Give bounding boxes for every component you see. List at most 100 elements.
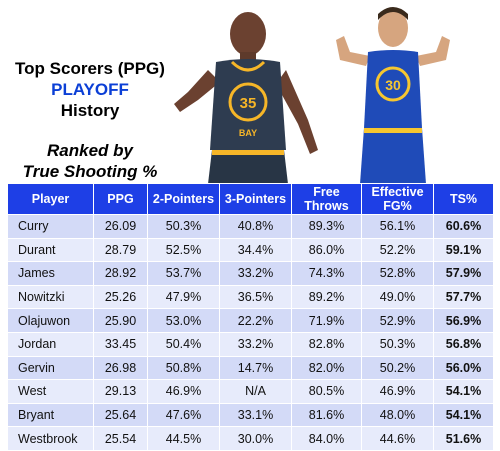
cell-2-pointers: 50.4% [147, 331, 220, 357]
cell-3-pointers: 30.0% [219, 426, 292, 451]
subtitle-line-1: Ranked by [47, 141, 133, 160]
cell-effective-fg: 48.0% [361, 402, 434, 428]
cell-ts: 51.6% [433, 426, 494, 451]
cell-ts: 56.0% [433, 355, 494, 381]
header-ppg[interactable]: PPG [93, 183, 148, 215]
cell-free-throws: 82.8% [291, 331, 362, 357]
header-2-pointers[interactable]: 2-Pointers [147, 183, 220, 215]
cell-free-throws: 89.3% [291, 214, 362, 239]
cell-free-throws: 74.3% [291, 261, 362, 286]
header-free-throws[interactable]: Free Throws [291, 183, 362, 215]
cell-2-pointers: 47.6% [147, 402, 220, 428]
cell-3-pointers: N/A [219, 379, 292, 404]
cell-2-pointers: 50.3% [147, 214, 220, 239]
header-3-pointers[interactable]: 3-Pointers [219, 183, 292, 215]
table-row: Gervin 26.98 50.8% 14.7% 82.0% 50.2% 56.… [7, 355, 494, 381]
cell-ppg: 25.26 [93, 284, 148, 310]
cell-ppg: 25.64 [93, 402, 148, 428]
cell-effective-fg: 49.0% [361, 284, 434, 310]
stats-table: Player PPG 2-Pointers 3-Pointers Free Th… [7, 183, 494, 451]
cell-free-throws: 89.2% [291, 284, 362, 310]
cell-2-pointers: 52.5% [147, 237, 220, 263]
subtitle-line-2: True Shooting % [22, 162, 158, 181]
table-row: Curry 26.09 50.3% 40.8% 89.3% 56.1% 60.6… [7, 214, 494, 239]
header-ts[interactable]: TS% [433, 183, 494, 215]
cell-ppg: 28.92 [93, 261, 148, 286]
cell-ts: 57.7% [433, 284, 494, 310]
header-effective-fg[interactable]: Effective FG% [361, 183, 434, 215]
cell-free-throws: 71.9% [291, 308, 362, 333]
cell-ppg: 25.54 [93, 426, 148, 451]
cell-player: Olajuwon [7, 308, 94, 333]
cell-player: Nowitzki [7, 284, 94, 310]
cell-2-pointers: 46.9% [147, 379, 220, 404]
table-row: Jordan 33.45 50.4% 33.2% 82.8% 50.3% 56.… [7, 331, 494, 357]
cell-ppg: 26.09 [93, 214, 148, 239]
left-jersey-name: BAY [239, 128, 257, 138]
table-row: Bryant 25.64 47.6% 33.1% 81.6% 48.0% 54.… [7, 402, 494, 428]
cell-3-pointers: 22.2% [219, 308, 292, 333]
cell-effective-fg: 52.8% [361, 261, 434, 286]
cell-ppg: 25.90 [93, 308, 148, 333]
right-jersey-number: 30 [385, 77, 401, 93]
cell-free-throws: 84.0% [291, 426, 362, 451]
cell-player: West [7, 379, 94, 404]
cell-ppg: 33.45 [93, 331, 148, 357]
cell-player: Westbrook [7, 426, 94, 451]
cell-ts: 60.6% [433, 214, 494, 239]
cell-2-pointers: 53.7% [147, 261, 220, 286]
cell-free-throws: 86.0% [291, 237, 362, 263]
cell-3-pointers: 40.8% [219, 214, 292, 239]
cell-ts: 54.1% [433, 379, 494, 404]
table-row: Westbrook 25.54 44.5% 30.0% 84.0% 44.6% … [7, 426, 494, 451]
cell-ppg: 26.98 [93, 355, 148, 381]
header-player[interactable]: Player [7, 183, 94, 215]
player-photo-right: 30 [336, 7, 450, 184]
cell-effective-fg: 56.1% [361, 214, 434, 239]
cell-3-pointers: 33.2% [219, 331, 292, 357]
cell-effective-fg: 44.6% [361, 426, 434, 451]
cell-3-pointers: 34.4% [219, 237, 292, 263]
cell-player: Bryant [7, 402, 94, 428]
cell-ts: 56.9% [433, 308, 494, 333]
cell-player: Durant [7, 237, 94, 263]
cell-ts: 57.9% [433, 261, 494, 286]
table-header-row: Player PPG 2-Pointers 3-Pointers Free Th… [7, 183, 494, 215]
cell-2-pointers: 47.9% [147, 284, 220, 310]
cell-ts: 59.1% [433, 237, 494, 263]
player-photo-left: 35 BAY [174, 12, 318, 184]
cell-ppg: 29.13 [93, 379, 148, 404]
left-jersey-number: 35 [240, 95, 257, 112]
cell-free-throws: 82.0% [291, 355, 362, 381]
cell-ts: 54.1% [433, 402, 494, 428]
table-row: Olajuwon 25.90 53.0% 22.2% 71.9% 52.9% 5… [7, 308, 494, 333]
cell-effective-fg: 52.2% [361, 237, 434, 263]
cell-ts: 56.8% [433, 331, 494, 357]
title-line-3: History [60, 101, 120, 120]
table-row: James 28.92 53.7% 33.2% 74.3% 52.8% 57.9… [7, 261, 494, 286]
table-row: Nowitzki 25.26 47.9% 36.5% 89.2% 49.0% 5… [7, 284, 494, 310]
cell-effective-fg: 50.3% [361, 331, 434, 357]
table-row: Durant 28.79 52.5% 34.4% 86.0% 52.2% 59.… [7, 237, 494, 263]
cell-player: James [7, 261, 94, 286]
cell-2-pointers: 44.5% [147, 426, 220, 451]
cell-2-pointers: 50.8% [147, 355, 220, 381]
title-block: Top Scorers (PPG) PLAYOFF History [0, 58, 180, 121]
cell-effective-fg: 52.9% [361, 308, 434, 333]
title-line-1: Top Scorers (PPG) [15, 59, 165, 78]
cell-player: Curry [7, 214, 94, 239]
table-row: West 29.13 46.9% N/A 80.5% 46.9% 54.1% [7, 379, 494, 404]
cell-ppg: 28.79 [93, 237, 148, 263]
cell-player: Gervin [7, 355, 94, 381]
cell-effective-fg: 50.2% [361, 355, 434, 381]
cell-3-pointers: 36.5% [219, 284, 292, 310]
cell-effective-fg: 46.9% [361, 379, 434, 404]
cell-2-pointers: 53.0% [147, 308, 220, 333]
cell-player: Jordan [7, 331, 94, 357]
cell-3-pointers: 33.1% [219, 402, 292, 428]
cell-free-throws: 80.5% [291, 379, 362, 404]
cell-3-pointers: 14.7% [219, 355, 292, 381]
subtitle-block: Ranked by True Shooting % [0, 140, 180, 182]
cell-3-pointers: 33.2% [219, 261, 292, 286]
title-line-2: PLAYOFF [51, 80, 129, 99]
